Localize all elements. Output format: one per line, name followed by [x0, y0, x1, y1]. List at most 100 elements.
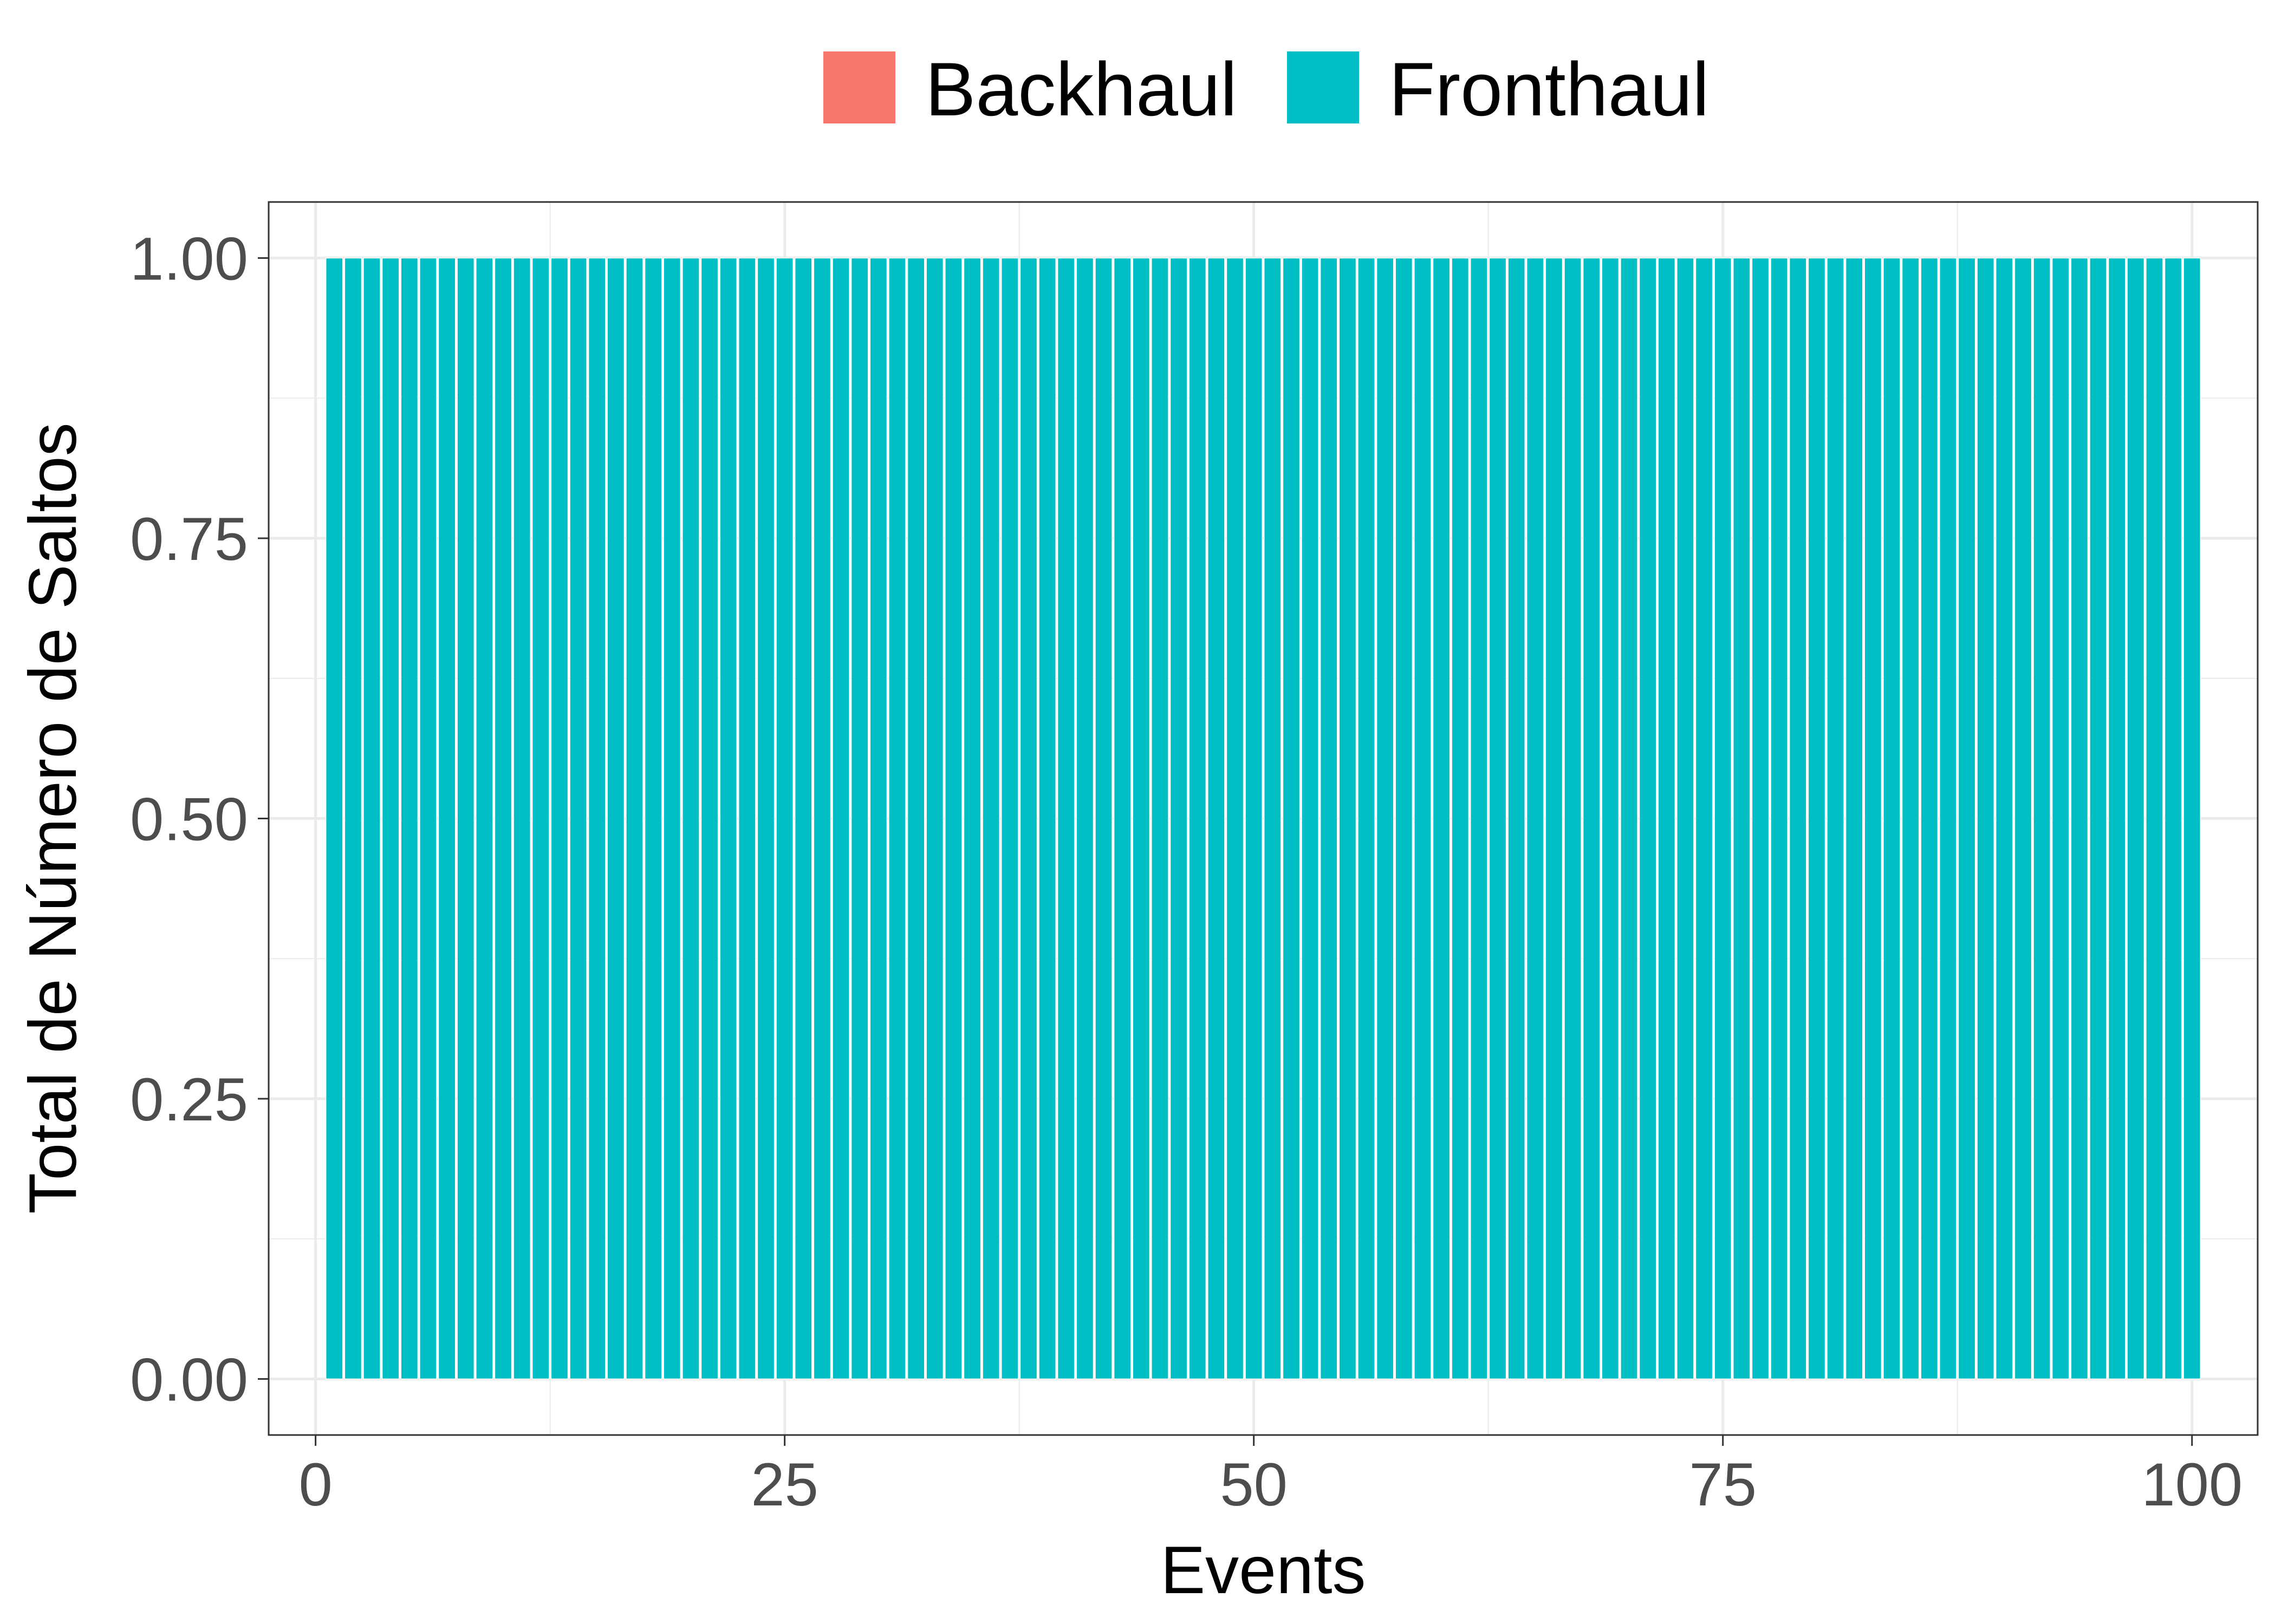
bar-fronthaul-90	[1995, 257, 2013, 1380]
bar-fronthaul-87	[1939, 257, 1957, 1380]
bar-fronthaul-67	[1564, 257, 1582, 1380]
bar-fronthaul-86	[1920, 257, 1939, 1380]
y-tick-label: 0.75	[130, 505, 248, 573]
bar-fronthaul-52	[1282, 257, 1301, 1380]
x-tick-label: 50	[1220, 1451, 1288, 1518]
bar-fronthaul-32	[907, 257, 925, 1380]
legend-key-backhaul	[823, 51, 895, 123]
bars-layer	[325, 257, 2201, 1380]
bar-fronthaul-37	[1001, 257, 1019, 1380]
bar-fronthaul-94	[2070, 257, 2089, 1380]
y-tick-label: 0.25	[130, 1066, 248, 1133]
bar-fronthaul-93	[2051, 257, 2070, 1380]
bar-fronthaul-81	[1826, 257, 1844, 1380]
bar-fronthaul-39	[1038, 257, 1056, 1380]
bar-fronthaul-74	[1695, 257, 1713, 1380]
bar-fronthaul-69	[1601, 257, 1620, 1380]
bar-fronthaul-26	[794, 257, 812, 1380]
bar-fronthaul-23	[738, 257, 756, 1380]
bar-fronthaul-96	[2108, 257, 2126, 1380]
bar-fronthaul-41	[1076, 257, 1094, 1380]
bar-fronthaul-22	[719, 257, 738, 1380]
x-tick-label: 25	[751, 1451, 818, 1518]
bar-fronthaul-85	[1901, 257, 1920, 1380]
bar-fronthaul-55	[1338, 257, 1357, 1380]
x-axis-title: Events	[1160, 1533, 1366, 1608]
bar-fronthaul-70	[1620, 257, 1638, 1380]
bar-fronthaul-44	[1132, 257, 1150, 1380]
bar-fronthaul-5	[400, 257, 419, 1380]
bar-fronthaul-92	[2033, 257, 2051, 1380]
bar-fronthaul-49	[1226, 257, 1244, 1380]
bar-fronthaul-98	[2146, 257, 2163, 1380]
bar-fronthaul-1	[325, 257, 343, 1380]
bar-fronthaul-45	[1151, 257, 1169, 1380]
bar-fronthaul-97	[2127, 257, 2145, 1380]
bar-fronthaul-46	[1169, 257, 1188, 1380]
bar-fronthaul-16	[607, 257, 625, 1380]
bar-fronthaul-10	[494, 257, 512, 1380]
x-tick-label: 75	[1689, 1451, 1757, 1518]
bar-fronthaul-25	[776, 257, 794, 1380]
bar-fronthaul-35	[963, 257, 981, 1380]
bar-fronthaul-17	[626, 257, 644, 1380]
bar-fronthaul-60	[1432, 257, 1451, 1380]
y-axis: 0.00 0.25 0.50 0.75 1.00	[130, 225, 269, 1414]
bar-fronthaul-61	[1451, 257, 1470, 1380]
bar-fronthaul-57	[1376, 257, 1394, 1380]
bar-fronthaul-66	[1545, 257, 1563, 1380]
bar-fronthaul-29	[850, 257, 869, 1380]
bar-fronthaul-59	[1414, 257, 1432, 1380]
bar-fronthaul-79	[1789, 257, 1807, 1380]
bar-fronthaul-42	[1095, 257, 1113, 1380]
bar-fronthaul-63	[1488, 257, 1507, 1380]
legend-label-fronthaul: Fronthaul	[1389, 47, 1709, 132]
bar-fronthaul-78	[1770, 257, 1788, 1380]
bar-fronthaul-75	[1714, 257, 1732, 1380]
bar-fronthaul-18	[644, 257, 662, 1380]
bar-fronthaul-19	[663, 257, 681, 1380]
bar-fronthaul-28	[832, 257, 850, 1380]
bar-fronthaul-83	[1864, 257, 1882, 1380]
bar-fronthaul-76	[1733, 257, 1751, 1380]
y-tick-label: 0.00	[130, 1346, 248, 1414]
bar-fronthaul-89	[1977, 257, 1995, 1380]
bar-fronthaul-64	[1507, 257, 1525, 1380]
bar-fronthaul-34	[945, 257, 963, 1380]
bar-fronthaul-38	[1019, 257, 1038, 1380]
bar-fronthaul-12	[531, 257, 550, 1380]
x-tick-label: 0	[298, 1451, 332, 1518]
bar-fronthaul-8	[457, 257, 475, 1380]
y-tick-label: 0.50	[130, 786, 248, 853]
bar-fronthaul-84	[1883, 257, 1901, 1380]
bar-fronthaul-50	[1245, 257, 1263, 1380]
bar-fronthaul-24	[757, 257, 775, 1380]
bar-fronthaul-77	[1751, 257, 1770, 1380]
x-tick-label: 100	[2141, 1451, 2242, 1518]
bar-fronthaul-36	[982, 257, 1000, 1380]
bar-fronthaul-88	[1958, 257, 1976, 1380]
bar-fronthaul-6	[419, 257, 437, 1380]
legend: Backhaul Fronthaul	[823, 47, 1709, 132]
bar-fronthaul-68	[1582, 257, 1601, 1380]
bar-fronthaul-100	[2183, 257, 2201, 1380]
bar-fronthaul-31	[888, 257, 906, 1380]
bar-fronthaul-91	[2014, 257, 2032, 1380]
bar-fronthaul-47	[1188, 257, 1207, 1380]
bar-fronthaul-21	[700, 257, 719, 1380]
bar-fronthaul-65	[1526, 257, 1544, 1380]
bar-fronthaul-53	[1301, 257, 1319, 1380]
bar-fronthaul-48	[1207, 257, 1225, 1380]
bar-fronthaul-51	[1263, 257, 1282, 1380]
bar-fronthaul-58	[1395, 257, 1413, 1380]
bar-fronthaul-80	[1808, 257, 1826, 1380]
bar-fronthaul-95	[2089, 257, 2107, 1380]
bar-fronthaul-20	[682, 257, 700, 1380]
bar-fronthaul-7	[438, 257, 456, 1380]
bar-fronthaul-11	[513, 257, 531, 1380]
legend-label-backhaul: Backhaul	[925, 47, 1237, 132]
bar-fronthaul-56	[1357, 257, 1375, 1380]
legend-key-fronthaul	[1287, 51, 1359, 123]
bar-fronthaul-54	[1320, 257, 1338, 1380]
